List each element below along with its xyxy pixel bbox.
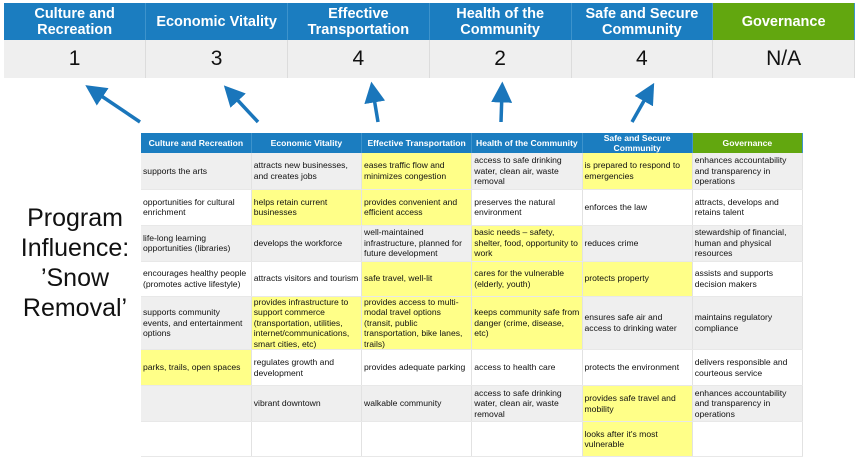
matrix-cell: provides access to multi-modal travel op… <box>361 296 473 350</box>
matrix-cell: basic needs – safety, shelter, food, opp… <box>471 225 583 262</box>
arrow-economic <box>223 85 260 124</box>
matrix-cell: well-maintained infrastructure, planned … <box>361 225 473 262</box>
matrix-cell <box>692 421 804 457</box>
label-line: Removal’ <box>22 294 128 322</box>
matrix-cell: attracts new businesses, and creates job… <box>251 153 363 190</box>
arrow-safety <box>630 82 655 123</box>
matrix-header-row: Culture and Recreation Economic Vitality… <box>141 133 804 153</box>
matrix-row: opportunities for cultural enrichment hel… <box>141 189 804 226</box>
label-line: ’Snow <box>40 264 110 292</box>
summary-header-culture: Culture and Recreation <box>4 3 147 40</box>
matrix-row: encourages healthy people (promotes acti… <box>141 261 804 297</box>
summary-header-transportation: Effective Transportation <box>287 3 430 40</box>
matrix-row: supports the arts attracts new businesses… <box>141 153 804 190</box>
label-line: Influence: <box>20 234 130 262</box>
matrix-cell <box>361 421 473 457</box>
matrix-cell: stewardship of financial, human and phys… <box>692 225 804 262</box>
matrix-row: looks after it's most vulnerable <box>141 421 804 457</box>
matrix-cell: reduces crime <box>582 225 693 262</box>
matrix-cell: access to health care <box>471 349 583 386</box>
matrix-cell: helps retain current businesses <box>251 189 363 226</box>
summary-header-economic: Economic Vitality <box>145 3 288 40</box>
matrix-cell: keeps community safe from danger (crime,… <box>471 296 583 350</box>
label-line: Program <box>27 204 123 232</box>
score-safety: 4 <box>571 40 714 78</box>
matrix-cell: safe travel, well-lit <box>361 261 473 297</box>
matrix-cell: provides adequate parking <box>361 349 473 386</box>
matrix-row: supports community events, and entertain… <box>141 296 804 350</box>
matrix-cell: enhances accountability and transparency… <box>692 153 804 190</box>
matrix-cell: encourages healthy people (promotes acti… <box>141 261 252 297</box>
summary-header-row: Culture and Recreation Economic Vitality… <box>4 3 855 40</box>
arrow-health <box>491 81 513 123</box>
matrix-cell: preserves the natural environment <box>471 189 583 226</box>
matrix-cell: maintains regulatory compliance <box>692 296 804 350</box>
matrix-cell: delivers responsible and courteous servi… <box>692 349 804 386</box>
program-influence-label: Program Influence: ’Snow Removal’ <box>0 203 150 323</box>
matrix-cell: protects property <box>582 261 693 297</box>
matrix-cell: provides infrastructure to support comme… <box>251 296 363 350</box>
matrix-cell: parks, trails, open spaces <box>141 349 252 386</box>
matrix-cell: develops the workforce <box>251 225 363 262</box>
summary-table: Culture and Recreation Economic Vitality… <box>4 3 855 78</box>
matrix-cell: ensures safe air and access to drinking … <box>582 296 693 350</box>
matrix-cell: protects the environment <box>582 349 693 386</box>
score-economic: 3 <box>145 40 288 78</box>
matrix-cell: enhances accountability and transparency… <box>692 385 804 422</box>
matrix-cell: supports community events, and entertain… <box>141 296 252 350</box>
matrix-cell <box>141 421 252 457</box>
matrix-header-economic: Economic Vitality <box>251 133 363 153</box>
matrix-cell: provides convenient and efficient access <box>361 189 473 226</box>
matrix-cell: looks after it's most vulnerable <box>582 421 693 457</box>
score-transportation: 4 <box>287 40 430 78</box>
matrix-cell <box>471 421 583 457</box>
summary-header-health: Health of the Community <box>429 3 572 40</box>
matrix-header-health: Health of the Community <box>471 133 583 153</box>
matrix-cell: assists and supports decision makers <box>692 261 804 297</box>
matrix-cell: cares for the vulnerable (elderly, youth… <box>471 261 583 297</box>
matrix-cell: life-long learning opportunities (librar… <box>141 225 252 262</box>
matrix-cell: eases traffic flow and minimizes congest… <box>361 153 473 190</box>
matrix-cell: attracts visitors and tourism <box>251 261 363 297</box>
matrix-header-safety: Safe and Secure Community <box>582 133 693 153</box>
arrow-transportation <box>364 81 386 123</box>
matrix-header-transportation: Effective Transportation <box>361 133 473 153</box>
matrix-cell <box>251 421 363 457</box>
matrix-cell <box>141 385 252 422</box>
matrix-cell: is prepared to respond to emergencies <box>582 153 693 190</box>
score-health: 2 <box>429 40 572 78</box>
arrows <box>85 81 655 124</box>
matrix-row: vibrant downtown walkable community access… <box>141 385 804 422</box>
matrix-cell: opportunities for cultural enrichment <box>141 189 252 226</box>
matrix-row: parks, trails, open spaces regulates grow… <box>141 349 804 386</box>
score-governance: N/A <box>712 40 855 78</box>
matrix-cell: vibrant downtown <box>251 385 363 422</box>
matrix-row: life-long learning opportunities (librar… <box>141 225 804 262</box>
matrix-cell: access to safe drinking water, clean air… <box>471 385 583 422</box>
matrix-cell: supports the arts <box>141 153 252 190</box>
matrix-header-governance: Governance <box>692 133 804 153</box>
summary-header-governance: Governance <box>712 3 855 40</box>
summary-score-row: 1 3 4 2 4 N/A <box>4 40 855 78</box>
matrix-cell: access to safe drinking water, clean air… <box>471 153 583 190</box>
matrix-cell: provides safe travel and mobility <box>582 385 693 422</box>
influence-matrix: Culture and Recreation Economic Vitality… <box>141 133 804 457</box>
score-culture: 1 <box>4 40 147 78</box>
matrix-cell: walkable community <box>361 385 473 422</box>
arrow-culture <box>85 85 141 124</box>
matrix-cell: attracts, develops and retains talent <box>692 189 804 226</box>
matrix-cell: regulates growth and development <box>251 349 363 386</box>
matrix-cell: enforces the law <box>582 189 693 226</box>
summary-header-safety: Safe and Secure Community <box>571 3 714 40</box>
matrix-header-culture: Culture and Recreation <box>141 133 252 153</box>
